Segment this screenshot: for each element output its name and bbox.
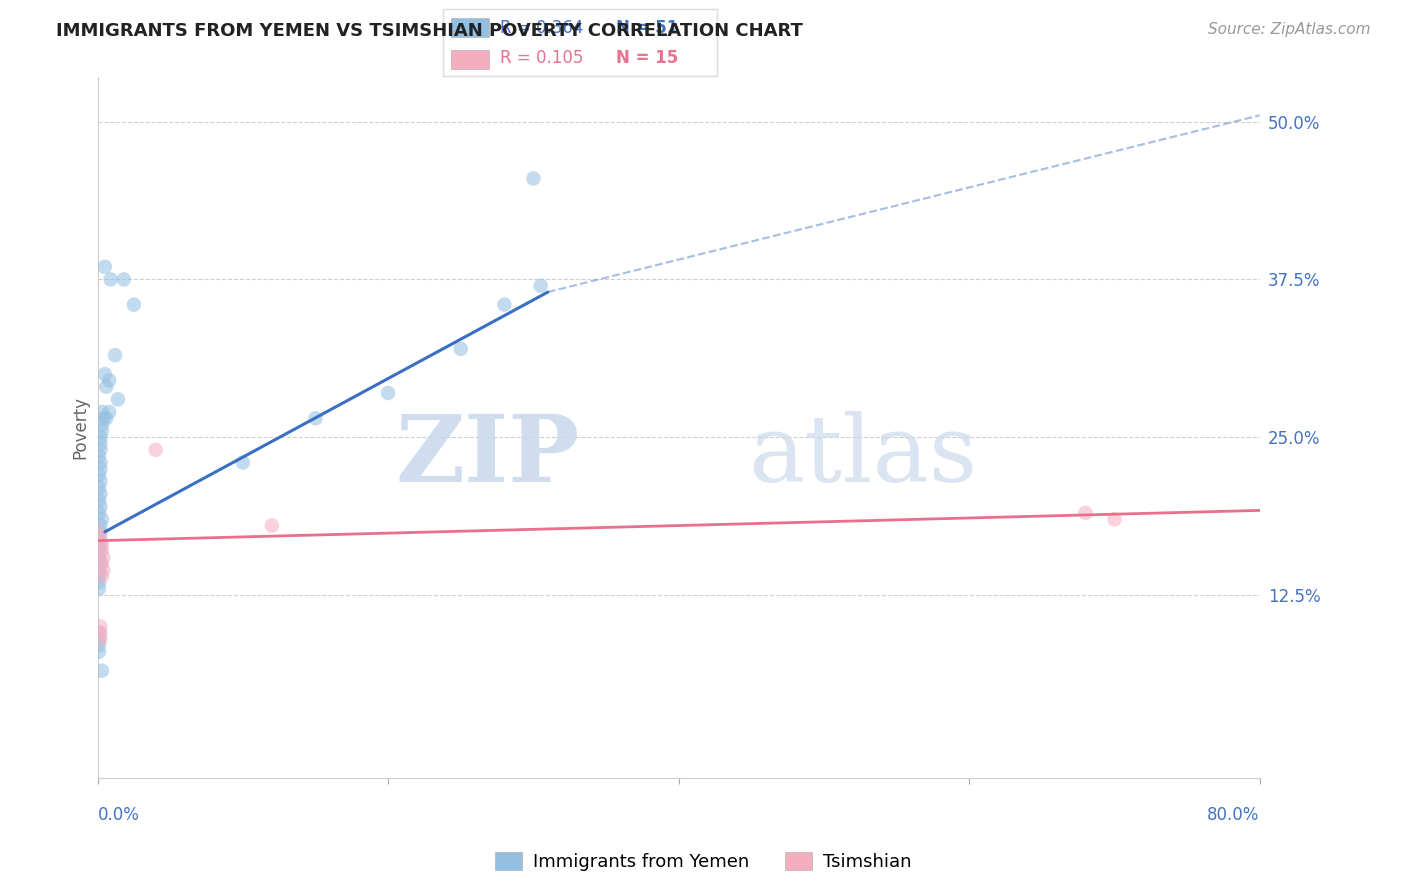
Point [87,632,110,647]
Text: 0.0%: 0.0% [97,806,139,824]
Point [90,664,112,678]
Point [89,487,111,501]
Point [377,386,399,401]
Point [89,632,111,647]
Point [90,424,112,438]
Point [90,417,112,432]
Point [89,500,111,514]
Text: 80.0%: 80.0% [1208,806,1260,824]
Point [87,582,110,596]
Text: R = 0.105: R = 0.105 [501,49,583,68]
Point [90,569,112,583]
Point [89,442,111,457]
Text: Source: ZipAtlas.com: Source: ZipAtlas.com [1208,22,1371,37]
Point [90,557,112,571]
Text: atlas: atlas [748,410,977,500]
FancyBboxPatch shape [451,50,489,69]
Point [90,537,112,551]
Point [87,468,110,483]
Point [94,367,117,381]
Point [112,272,135,286]
Point [87,639,110,653]
Point [122,298,145,312]
Point [90,405,112,419]
Point [107,392,129,407]
Point [89,475,111,489]
Point [87,645,110,659]
Point [89,619,111,633]
Point [87,506,110,520]
Point [530,278,553,293]
Point [93,550,115,565]
Point [89,518,111,533]
Point [93,411,115,425]
Point [89,625,111,640]
Point [89,557,111,571]
Point [232,455,254,469]
Point [87,531,110,545]
Point [89,462,111,476]
Point [89,537,111,551]
Point [87,563,110,577]
Point [89,455,111,469]
Point [96,411,118,425]
Text: IMMIGRANTS FROM YEMEN VS TSIMSHIAN POVERTY CORRELATION CHART: IMMIGRANTS FROM YEMEN VS TSIMSHIAN POVER… [56,22,803,40]
Point [90,512,112,526]
Point [1074,506,1097,520]
Point [89,531,111,545]
Point [145,442,167,457]
Point [87,481,110,495]
Text: N = 51: N = 51 [616,19,678,37]
Point [89,524,111,539]
Point [87,625,110,640]
Point [522,171,544,186]
Point [89,436,111,450]
Point [87,569,110,583]
Point [494,298,516,312]
Point [93,563,115,577]
Point [260,518,283,533]
Point [98,373,121,387]
Point [87,543,110,558]
Point [96,380,118,394]
Point [87,449,110,463]
Point [89,430,111,444]
Point [98,405,121,419]
Point [87,575,110,590]
Point [450,342,472,356]
Point [100,272,122,286]
Point [87,524,110,539]
FancyBboxPatch shape [451,18,489,37]
Y-axis label: Poverty: Poverty [72,396,89,459]
Point [87,493,110,508]
Text: N = 15: N = 15 [616,49,678,68]
Text: ZIP: ZIP [395,410,579,500]
Point [1104,512,1126,526]
Point [304,411,326,425]
Point [90,543,112,558]
Text: R = 0.364: R = 0.364 [501,19,583,37]
Legend: Immigrants from Yemen, Tsimshian: Immigrants from Yemen, Tsimshian [488,846,918,879]
Point [87,550,110,565]
Point [104,348,127,362]
Point [94,260,117,274]
